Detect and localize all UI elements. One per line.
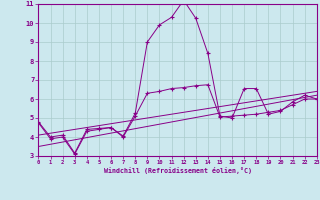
X-axis label: Windchill (Refroidissement éolien,°C): Windchill (Refroidissement éolien,°C) — [104, 167, 252, 174]
